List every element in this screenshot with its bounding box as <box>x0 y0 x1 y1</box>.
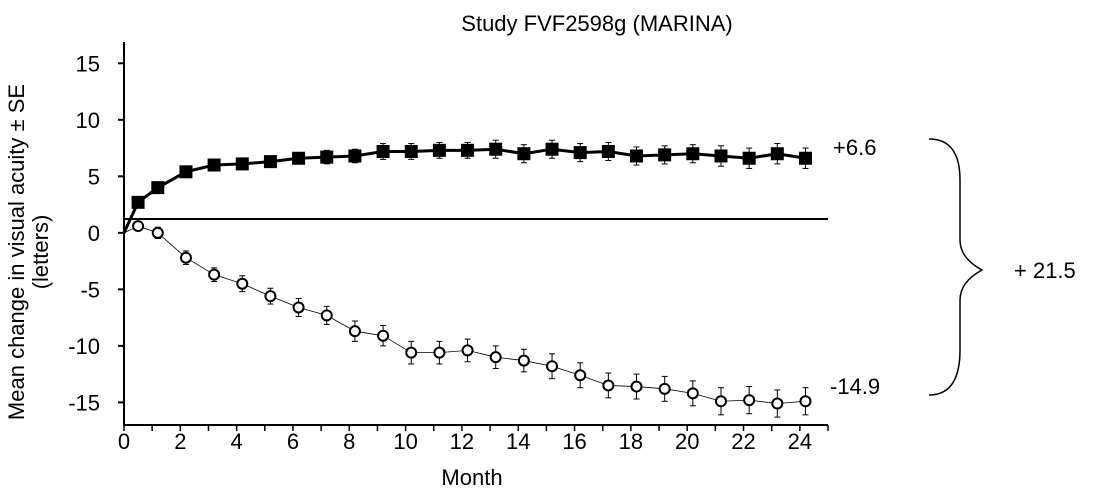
x-tick-label: 14 <box>506 429 530 454</box>
x-tick-label: 10 <box>393 429 417 454</box>
treatment-data-point <box>517 147 531 161</box>
control-data-point <box>686 387 699 400</box>
control-data-point <box>658 382 671 395</box>
control-data-point <box>292 301 305 314</box>
control-data-point <box>574 369 587 382</box>
x-tick-label: 20 <box>675 429 699 454</box>
control-data-point <box>377 329 390 342</box>
difference-label: + 21.5 <box>1014 258 1076 283</box>
control-data-point <box>208 268 221 281</box>
treatment-data-point <box>686 147 700 161</box>
y-tick-label: -15 <box>68 390 100 415</box>
control-data-point <box>771 397 784 410</box>
treatment-data-point <box>573 146 587 160</box>
chart-title: Study FVF2598g (MARINA) <box>461 11 732 36</box>
y-tick-label: 5 <box>88 164 100 189</box>
treatment-data-point <box>179 165 193 179</box>
y-tick-label: -5 <box>80 277 100 302</box>
control-data-point <box>348 325 361 338</box>
control-data-point <box>714 395 727 408</box>
x-tick-label: 24 <box>788 429 812 454</box>
treatment-data-point <box>292 151 306 165</box>
treatment-data-point <box>320 150 334 164</box>
treatment-data-point <box>658 148 672 162</box>
treatment-data-point <box>461 143 475 157</box>
y-tick-label: 0 <box>88 221 100 246</box>
x-axis-label: Month <box>441 465 502 490</box>
x-tick-label: 16 <box>562 429 586 454</box>
x-tick-label: 22 <box>731 429 755 454</box>
y-tick-label: -10 <box>68 334 100 359</box>
treatment-series-line <box>122 147 806 234</box>
x-tick-label: 8 <box>343 429 355 454</box>
control-data-point <box>489 351 502 364</box>
treatment-data-point <box>263 155 277 169</box>
control-data-point <box>151 226 164 239</box>
control-data-point <box>743 394 756 407</box>
control-data-point <box>132 220 145 233</box>
control-data-point <box>320 309 333 322</box>
y-axis-title: Mean change in visual acuity ± SE (lette… <box>4 84 53 420</box>
control-data-point <box>236 277 249 290</box>
control-data-point <box>630 380 643 393</box>
y-axis-label-line2: (letters) <box>28 215 53 290</box>
control-data-point <box>602 379 615 392</box>
treatment-data-point <box>489 142 503 156</box>
x-tick-label: 0 <box>118 429 130 454</box>
treatment-data-point <box>348 149 362 163</box>
difference-brace <box>928 138 984 396</box>
treatment-data-point <box>714 149 728 163</box>
y-axis-label-line1: Mean change in visual acuity ± SE <box>4 84 29 420</box>
plot-series <box>122 139 812 418</box>
control-data-point <box>461 344 474 357</box>
treatment-data-point <box>770 147 784 161</box>
treatment-end-label: +6.6 <box>833 135 876 160</box>
control-series-line <box>123 225 806 404</box>
x-tick-label: 12 <box>450 429 474 454</box>
treatment-data-point <box>151 181 165 195</box>
control-data-point <box>433 346 446 359</box>
x-tick-label: 6 <box>287 429 299 454</box>
control-data-point <box>517 354 530 367</box>
treatment-data-point <box>207 158 221 172</box>
treatment-data-point <box>432 143 446 157</box>
treatment-data-point <box>404 144 418 158</box>
control-data-point <box>405 346 418 359</box>
x-tick-label: 2 <box>174 429 186 454</box>
treatment-data-point <box>601 144 615 158</box>
treatment-data-point <box>630 149 644 163</box>
control-data-point <box>546 360 559 373</box>
control-end-label: -14.9 <box>830 374 880 399</box>
control-data-point <box>799 395 812 408</box>
control-data-point <box>179 251 192 264</box>
x-tick-label: 4 <box>231 429 243 454</box>
treatment-data-point <box>742 151 756 165</box>
treatment-data-point <box>798 151 812 165</box>
y-tick-label: 10 <box>76 108 100 133</box>
control-data-point <box>264 290 277 303</box>
y-axis-ticks: 15 10 5 0 -5 -10 -15 <box>68 51 124 415</box>
treatment-data-point <box>545 142 559 156</box>
y-tick-label: 15 <box>76 51 100 76</box>
treatment-data-point <box>131 195 145 209</box>
treatment-data-point <box>376 144 390 158</box>
treatment-data-point <box>235 157 249 171</box>
x-tick-label: 18 <box>619 429 643 454</box>
x-axis-ticks: 0 2 4 6 8 10 12 14 16 18 20 22 24 <box>118 425 829 454</box>
